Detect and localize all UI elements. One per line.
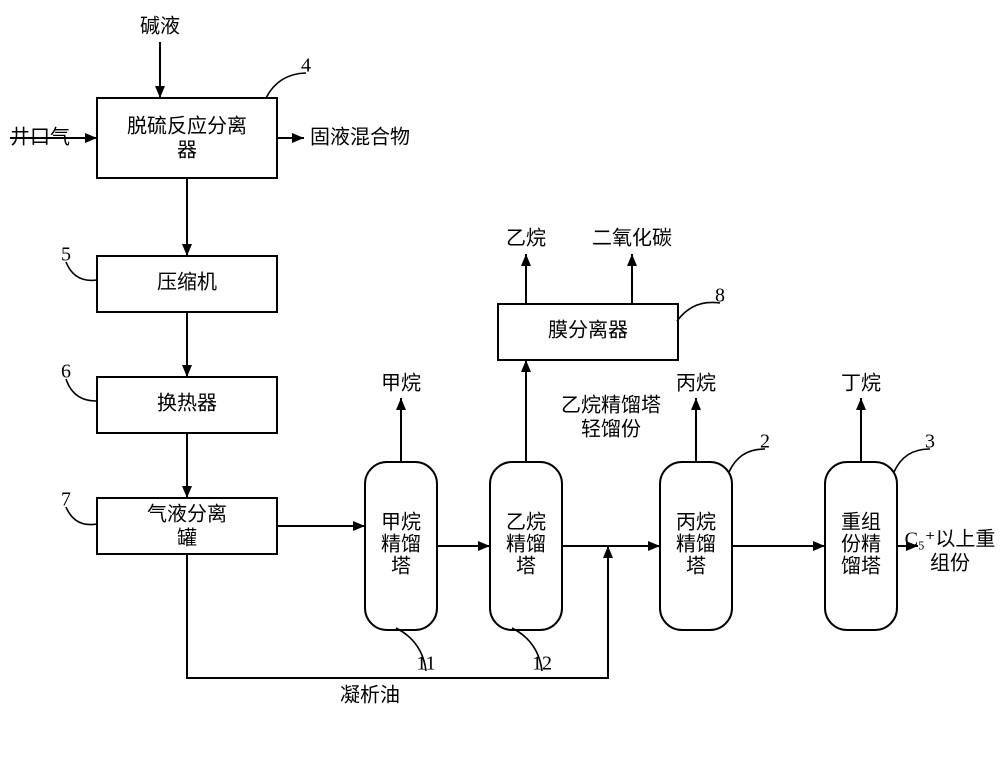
leader-n4: [266, 73, 306, 98]
propane-label: 塔: [686, 555, 706, 578]
methane-label: 精馏: [381, 533, 421, 556]
desulf-label: 器: [177, 140, 197, 162]
label-wellgas: 井口气: [10, 126, 70, 149]
desulf-box: [97, 98, 277, 178]
compressor-label: 压缩机: [157, 271, 217, 294]
heavy-label: 重组: [841, 511, 881, 534]
callout-n12: 12: [532, 653, 552, 675]
ethane-label: 乙烷: [506, 511, 546, 534]
desulf-label: 脱硫反应分离: [127, 115, 247, 138]
gl_sep-label: 气液分离: [147, 503, 227, 526]
label-methane: 甲烷: [381, 372, 421, 395]
process-flow-diagram: 脱硫反应分离器压缩机换热器气液分离罐膜分离器甲烷精馏塔乙烷精馏塔丙烷精馏塔重组份…: [0, 0, 1000, 762]
methane-label: 甲烷: [381, 511, 421, 534]
label-c5b: 组份: [930, 552, 970, 575]
propane-label: 丙烷: [676, 511, 716, 534]
label-eth_light2: 轻馏份: [581, 418, 641, 441]
propane-label: 精馏: [676, 533, 716, 556]
leader-n8: [677, 302, 720, 321]
callout-n11: 11: [416, 653, 435, 675]
label-co2: 二氧化碳: [592, 227, 672, 250]
ethane-label: 精馏: [506, 533, 546, 556]
heavy-label: 份精: [841, 533, 881, 556]
heavy-label: 馏塔: [841, 555, 881, 578]
label-ethane: 乙烷: [506, 227, 546, 250]
label-butane: 丁烷: [841, 372, 881, 395]
gl_sep-label: 罐: [177, 527, 197, 550]
heatex-label: 换热器: [157, 392, 217, 415]
label-alkali: 碱液: [140, 15, 180, 38]
methane-label: 塔: [391, 555, 411, 578]
label-eth_light1: 乙烷精馏塔: [561, 394, 661, 417]
membrane-label: 膜分离器: [548, 319, 628, 342]
label-condoil: 凝析油: [340, 684, 400, 707]
ethane-label: 塔: [516, 555, 536, 578]
label-propane: 丙烷: [676, 372, 716, 395]
label-c5a: C₅⁺以上重: [905, 528, 996, 551]
label-sl_mix: 固液混合物: [310, 126, 410, 149]
